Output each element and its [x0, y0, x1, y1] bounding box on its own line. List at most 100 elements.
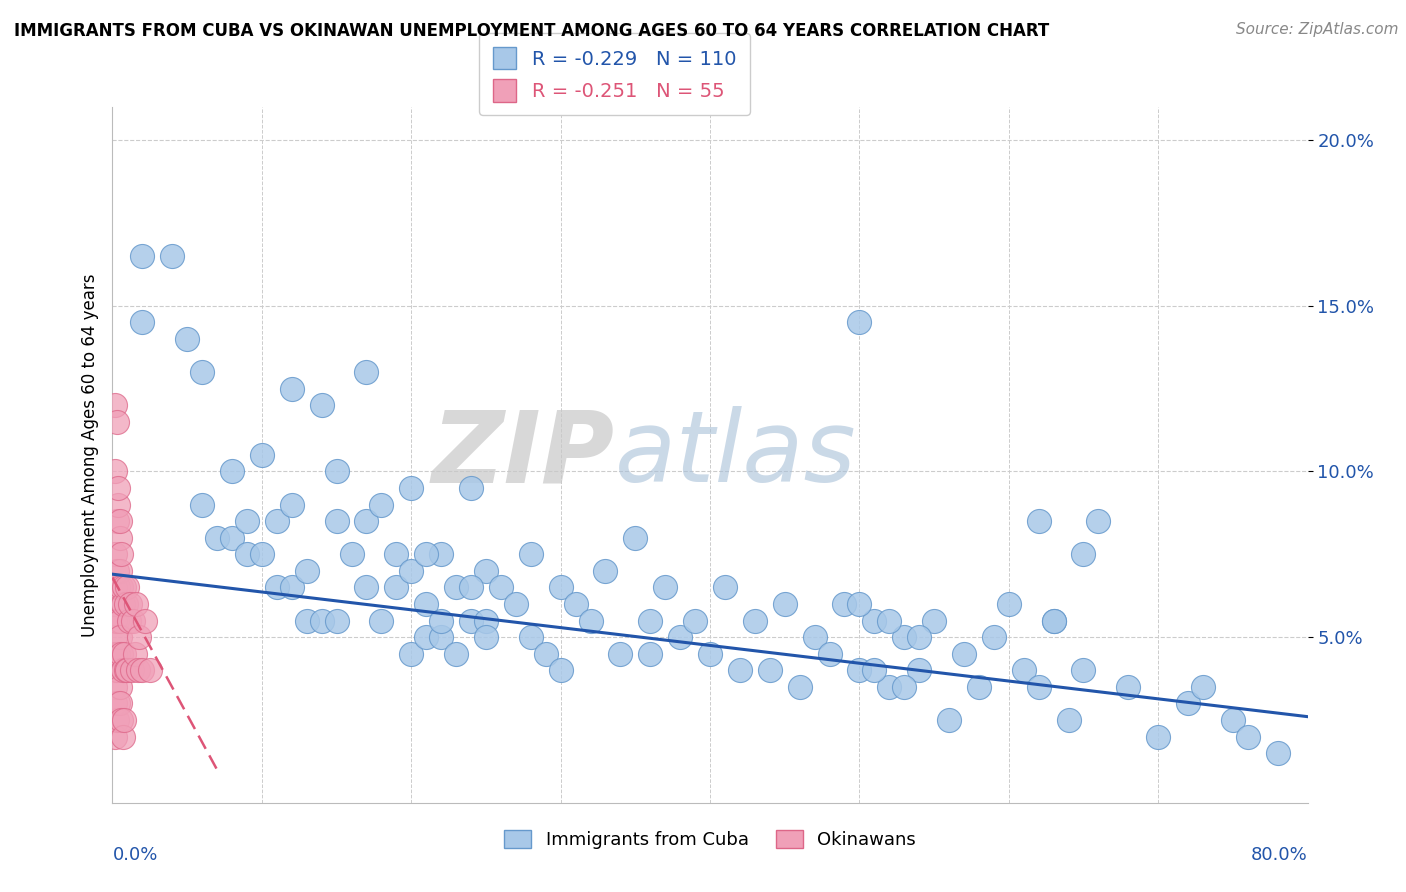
Point	[863, 614, 886, 628]
Point	[110, 581, 132, 595]
Point	[444, 581, 467, 595]
Text: ZIP: ZIP	[432, 407, 614, 503]
Point	[475, 630, 498, 644]
Point	[325, 614, 347, 628]
Point	[520, 547, 543, 561]
Point	[104, 697, 127, 711]
Point	[107, 581, 129, 595]
Point	[998, 597, 1021, 611]
Point	[105, 564, 128, 578]
Point	[714, 581, 737, 595]
Point	[624, 531, 647, 545]
Point	[311, 398, 333, 412]
Point	[111, 663, 134, 677]
Point	[773, 597, 796, 611]
Point	[579, 614, 602, 628]
Point	[105, 663, 128, 677]
Point	[1087, 514, 1109, 528]
Point	[281, 498, 304, 512]
Point	[1222, 713, 1244, 727]
Point	[401, 481, 423, 495]
Point	[131, 315, 153, 329]
Point	[460, 581, 482, 595]
Point	[922, 614, 945, 628]
Point	[967, 680, 990, 694]
Point	[534, 647, 557, 661]
Point	[117, 663, 139, 677]
Point	[385, 547, 408, 561]
Point	[1237, 730, 1260, 744]
Point	[550, 581, 572, 595]
Point	[281, 581, 304, 595]
Point	[107, 697, 129, 711]
Point	[385, 581, 408, 595]
Point	[105, 614, 128, 628]
Text: 0.0%: 0.0%	[112, 846, 157, 863]
Point	[1177, 697, 1199, 711]
Point	[430, 614, 453, 628]
Point	[128, 630, 150, 644]
Point	[834, 597, 856, 611]
Point	[1073, 663, 1095, 677]
Point	[236, 547, 259, 561]
Point	[908, 663, 931, 677]
Point	[107, 498, 129, 512]
Point	[104, 630, 127, 644]
Point	[104, 663, 127, 677]
Point	[122, 614, 145, 628]
Point	[104, 730, 127, 744]
Point	[266, 514, 288, 528]
Point	[131, 663, 153, 677]
Point	[105, 514, 128, 528]
Point	[127, 663, 149, 677]
Point	[640, 614, 662, 628]
Point	[111, 730, 134, 744]
Point	[669, 630, 692, 644]
Point	[1012, 663, 1035, 677]
Point	[104, 614, 127, 628]
Point	[108, 614, 131, 628]
Point	[105, 415, 128, 429]
Point	[295, 564, 318, 578]
Legend: Immigrants from Cuba, Okinawans: Immigrants from Cuba, Okinawans	[496, 822, 924, 856]
Point	[1042, 614, 1064, 628]
Point	[281, 382, 304, 396]
Point	[1118, 680, 1140, 694]
Point	[311, 614, 333, 628]
Point	[104, 398, 127, 412]
Point	[108, 531, 131, 545]
Point	[134, 614, 156, 628]
Point	[110, 647, 132, 661]
Point	[415, 547, 437, 561]
Point	[131, 249, 153, 263]
Point	[699, 647, 721, 661]
Point	[430, 547, 453, 561]
Point	[803, 630, 825, 644]
Point	[654, 581, 676, 595]
Point	[108, 514, 131, 528]
Point	[475, 614, 498, 628]
Point	[107, 481, 129, 495]
Point	[938, 713, 960, 727]
Point	[1073, 547, 1095, 561]
Point	[908, 630, 931, 644]
Point	[1028, 680, 1050, 694]
Point	[1192, 680, 1215, 694]
Point	[115, 663, 138, 677]
Point	[104, 597, 127, 611]
Text: Source: ZipAtlas.com: Source: ZipAtlas.com	[1236, 22, 1399, 37]
Point	[1028, 514, 1050, 528]
Point	[1057, 713, 1080, 727]
Point	[520, 630, 543, 644]
Point	[295, 614, 318, 628]
Point	[863, 663, 886, 677]
Point	[104, 547, 127, 561]
Text: IMMIGRANTS FROM CUBA VS OKINAWAN UNEMPLOYMENT AMONG AGES 60 TO 64 YEARS CORRELAT: IMMIGRANTS FROM CUBA VS OKINAWAN UNEMPLO…	[14, 22, 1049, 40]
Point	[460, 614, 482, 628]
Point	[356, 365, 378, 379]
Point	[250, 448, 273, 462]
Point	[728, 663, 751, 677]
Point	[340, 547, 363, 561]
Point	[104, 465, 127, 479]
Y-axis label: Unemployment Among Ages 60 to 64 years: Unemployment Among Ages 60 to 64 years	[80, 273, 98, 637]
